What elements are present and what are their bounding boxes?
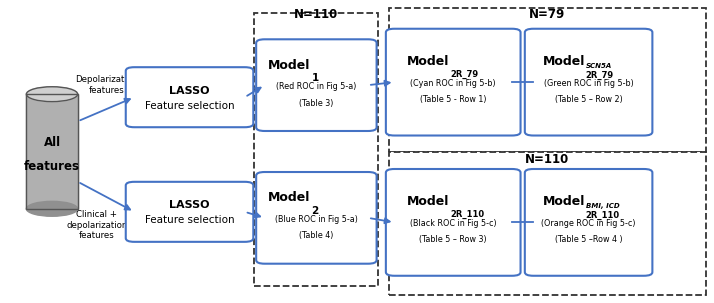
Text: BMI, ICD: BMI, ICD <box>585 203 619 209</box>
Bar <box>26 94 78 209</box>
Text: 2R_79: 2R_79 <box>451 70 478 79</box>
Text: LASSO: LASSO <box>169 200 210 210</box>
Text: Model: Model <box>407 55 450 68</box>
Text: Clinical +
depolarization
features: Clinical + depolarization features <box>66 211 128 240</box>
Text: features: features <box>24 160 80 173</box>
Text: 2: 2 <box>311 206 318 216</box>
FancyBboxPatch shape <box>126 67 253 127</box>
FancyBboxPatch shape <box>525 169 653 276</box>
FancyBboxPatch shape <box>389 152 706 295</box>
FancyBboxPatch shape <box>525 29 653 135</box>
Text: 2R_79: 2R_79 <box>585 71 614 80</box>
Text: Feature selection: Feature selection <box>145 101 234 111</box>
Text: (Orange ROC in Fig 5-c): (Orange ROC in Fig 5-c) <box>541 219 636 228</box>
Text: Feature selection: Feature selection <box>145 215 234 225</box>
FancyBboxPatch shape <box>256 172 376 264</box>
Text: (Table 3): (Table 3) <box>299 99 333 108</box>
Text: 1: 1 <box>311 73 318 83</box>
Text: Depolarization
features: Depolarization features <box>75 75 137 95</box>
FancyBboxPatch shape <box>386 29 521 135</box>
Text: (Table 5 - Row 1): (Table 5 - Row 1) <box>420 95 486 104</box>
Text: (Red ROC in Fig 5-a): (Red ROC in Fig 5-a) <box>276 82 356 91</box>
Text: Model: Model <box>268 191 311 204</box>
FancyBboxPatch shape <box>253 13 378 286</box>
FancyBboxPatch shape <box>256 39 376 131</box>
Text: (Table 5 –Row 4 ): (Table 5 –Row 4 ) <box>555 235 623 245</box>
Text: LASSO: LASSO <box>169 85 210 95</box>
Text: All: All <box>44 136 61 149</box>
Text: 2R_110: 2R_110 <box>451 210 485 219</box>
Text: SCN5A: SCN5A <box>585 63 612 69</box>
FancyBboxPatch shape <box>386 169 521 276</box>
Text: N=79: N=79 <box>529 8 565 21</box>
Text: Model: Model <box>543 55 585 68</box>
Text: (Table 5 – Row 2): (Table 5 – Row 2) <box>555 95 623 104</box>
Text: Model: Model <box>543 195 585 208</box>
Text: N=110: N=110 <box>525 153 569 166</box>
Text: Model: Model <box>407 195 450 208</box>
Bar <box>26 94 78 209</box>
Text: Model: Model <box>268 58 311 72</box>
Text: N=110: N=110 <box>294 8 338 21</box>
Text: 2R_110: 2R_110 <box>585 211 620 220</box>
Text: (Cyan ROC in Fig 5-b): (Cyan ROC in Fig 5-b) <box>411 79 496 88</box>
Ellipse shape <box>26 201 78 216</box>
Ellipse shape <box>26 87 78 102</box>
FancyBboxPatch shape <box>389 8 706 152</box>
Text: (Black ROC in Fig 5-c): (Black ROC in Fig 5-c) <box>410 219 496 228</box>
Text: (Table 4): (Table 4) <box>299 231 333 241</box>
Text: (Table 5 – Row 3): (Table 5 – Row 3) <box>419 235 487 245</box>
Text: (Blue ROC in Fig 5-a): (Blue ROC in Fig 5-a) <box>275 215 358 224</box>
FancyBboxPatch shape <box>126 182 253 242</box>
Text: (Green ROC in Fig 5-b): (Green ROC in Fig 5-b) <box>544 79 633 88</box>
